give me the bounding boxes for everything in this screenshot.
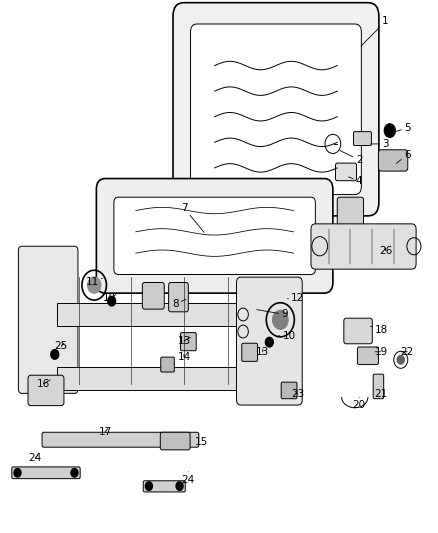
Text: 25: 25 (55, 342, 68, 351)
Circle shape (272, 310, 288, 329)
FancyBboxPatch shape (191, 24, 361, 195)
Text: 18: 18 (371, 326, 388, 335)
FancyBboxPatch shape (237, 277, 302, 405)
Text: 9: 9 (257, 310, 288, 319)
Circle shape (145, 482, 152, 490)
Circle shape (108, 296, 116, 306)
FancyBboxPatch shape (373, 374, 384, 399)
Circle shape (397, 356, 404, 364)
FancyBboxPatch shape (353, 132, 371, 146)
FancyBboxPatch shape (281, 382, 297, 399)
FancyBboxPatch shape (188, 197, 215, 229)
Text: 13: 13 (256, 347, 269, 357)
Circle shape (88, 277, 101, 293)
FancyBboxPatch shape (242, 343, 258, 361)
Text: 16: 16 (37, 379, 50, 389)
FancyBboxPatch shape (173, 3, 379, 216)
FancyBboxPatch shape (143, 481, 185, 492)
FancyBboxPatch shape (28, 375, 64, 406)
Text: 5: 5 (392, 123, 411, 133)
Text: 4: 4 (349, 176, 363, 186)
FancyBboxPatch shape (57, 367, 276, 390)
Text: 7: 7 (180, 203, 204, 232)
FancyBboxPatch shape (344, 318, 372, 344)
Text: 14: 14 (177, 352, 191, 362)
FancyBboxPatch shape (357, 347, 378, 365)
Text: 24: 24 (28, 454, 42, 463)
FancyBboxPatch shape (311, 224, 416, 269)
Text: 21: 21 (374, 386, 388, 399)
Text: 8: 8 (172, 299, 186, 309)
FancyBboxPatch shape (42, 432, 199, 447)
Text: 20: 20 (353, 397, 366, 410)
FancyBboxPatch shape (169, 282, 188, 312)
Circle shape (71, 469, 78, 477)
Circle shape (265, 337, 273, 347)
Text: 12: 12 (287, 294, 304, 303)
Text: 13: 13 (177, 336, 191, 346)
Circle shape (14, 469, 21, 477)
Text: 23: 23 (291, 390, 304, 399)
Text: 19: 19 (374, 347, 388, 357)
FancyBboxPatch shape (336, 163, 357, 181)
FancyBboxPatch shape (12, 467, 80, 479)
Text: 11: 11 (85, 278, 102, 287)
Text: 24: 24 (182, 472, 195, 484)
Text: 10: 10 (103, 294, 116, 303)
FancyBboxPatch shape (142, 282, 164, 309)
Text: 15: 15 (195, 434, 208, 447)
FancyBboxPatch shape (180, 333, 196, 351)
Text: 17: 17 (99, 427, 112, 437)
Text: 10: 10 (279, 331, 296, 341)
FancyBboxPatch shape (161, 357, 174, 372)
Text: 22: 22 (401, 347, 414, 357)
Circle shape (384, 124, 396, 138)
Text: 1: 1 (361, 17, 389, 46)
Text: 26: 26 (379, 246, 392, 255)
FancyBboxPatch shape (160, 432, 190, 450)
Text: 3: 3 (371, 139, 389, 149)
FancyBboxPatch shape (18, 246, 78, 393)
Circle shape (51, 350, 59, 359)
Text: 2: 2 (340, 150, 363, 165)
FancyBboxPatch shape (96, 179, 333, 293)
Text: 6: 6 (396, 150, 411, 164)
FancyBboxPatch shape (337, 197, 364, 229)
FancyBboxPatch shape (114, 197, 315, 274)
FancyBboxPatch shape (378, 150, 408, 171)
FancyBboxPatch shape (57, 303, 276, 326)
Circle shape (176, 482, 183, 490)
